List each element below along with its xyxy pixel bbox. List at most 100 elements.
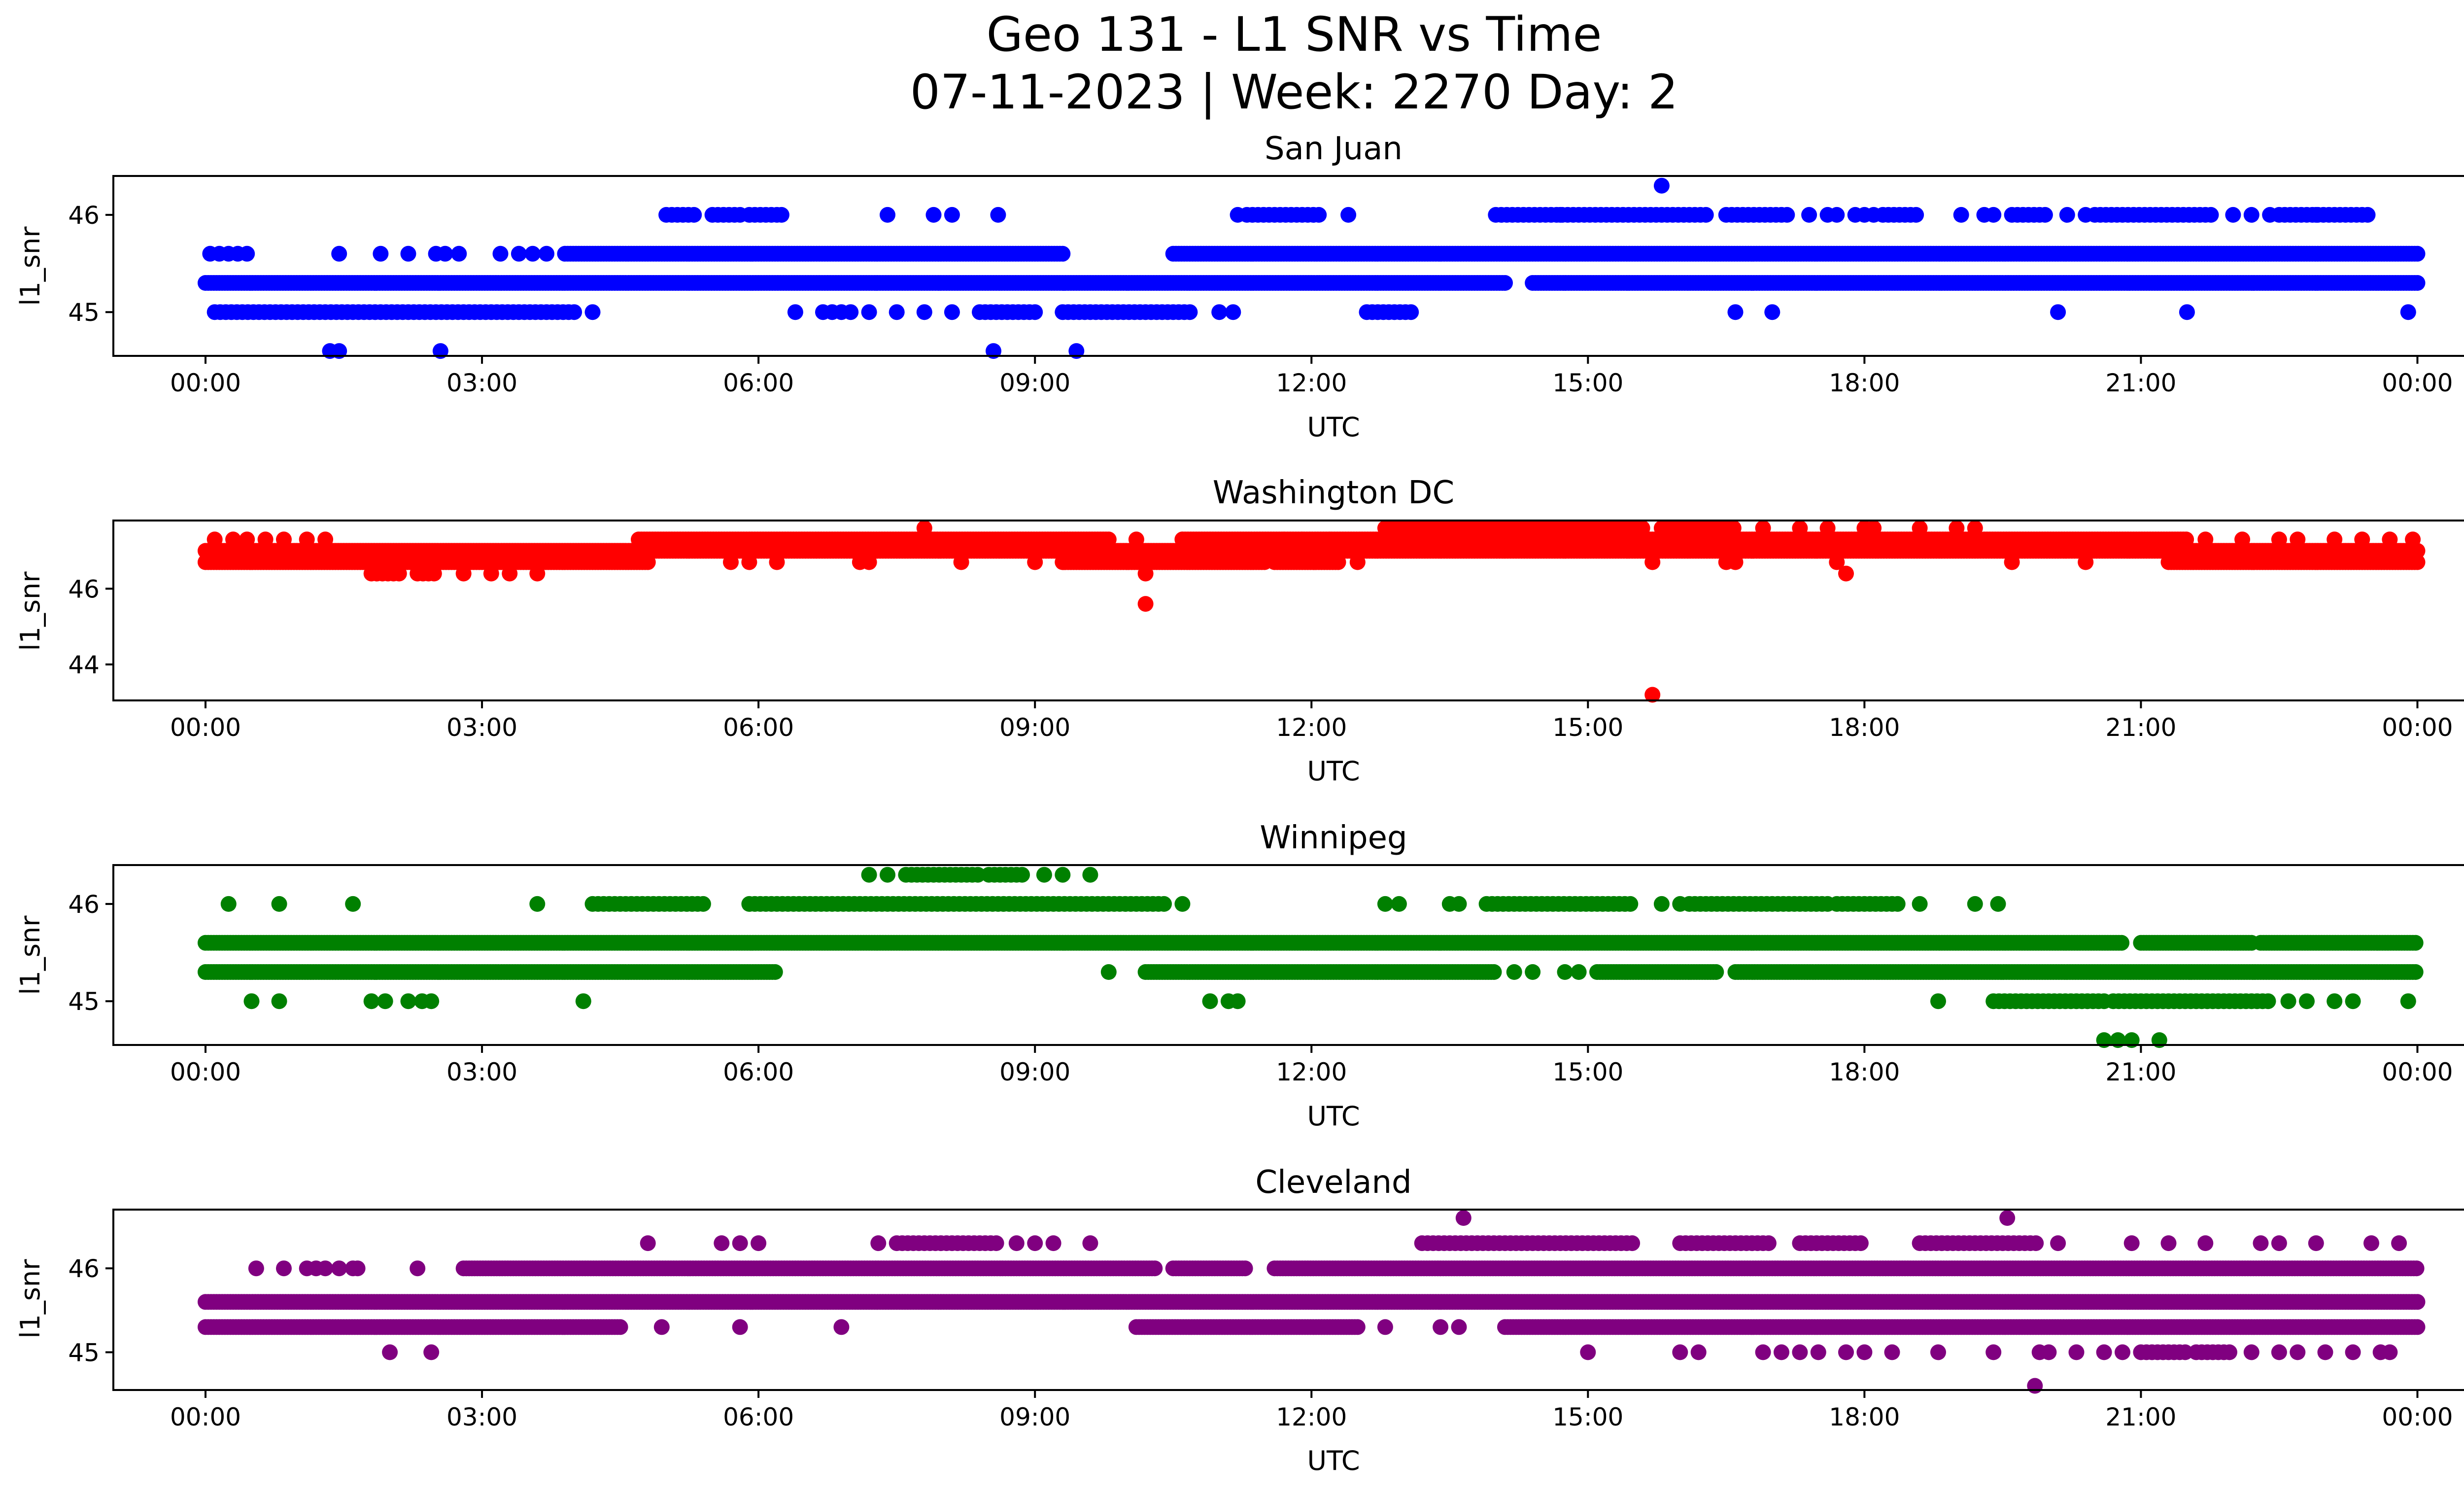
data-point <box>317 531 334 548</box>
data-point <box>1552 207 1569 223</box>
data-point <box>2004 554 2020 570</box>
data-point <box>1866 207 1882 223</box>
subplot-san-juan: San Juan 00:00 03:00 06:00 09:00 12:00 15:00 1… <box>15 131 2464 443</box>
data-point <box>1908 207 1924 223</box>
data-point <box>1027 304 1043 320</box>
data-point <box>2243 207 2259 223</box>
data-point <box>773 207 789 223</box>
data-point <box>1725 520 1742 536</box>
y-axis-label: l1_snr <box>15 226 46 306</box>
data-point <box>2290 531 2306 548</box>
data-point <box>437 245 453 262</box>
data-point <box>492 245 509 262</box>
data-point <box>1829 554 1845 570</box>
data-point <box>2271 531 2287 548</box>
data-point <box>206 531 223 548</box>
data-point <box>2114 935 2130 951</box>
data-point <box>455 565 472 582</box>
scatter-points <box>198 177 2426 359</box>
data-point <box>2409 245 2426 262</box>
data-point <box>889 304 905 320</box>
plot-area: 00:00 03:00 06:00 09:00 12:00 15:00 18:00 21:00… <box>68 520 2464 742</box>
data-point <box>1819 520 1836 536</box>
data-point <box>1128 531 1144 548</box>
data-point <box>1985 207 2002 223</box>
subplot-title: San Juan <box>1265 131 1403 167</box>
data-point <box>373 245 389 262</box>
x-tick-label: 06:00 <box>723 713 794 742</box>
data-point <box>880 207 895 223</box>
data-point <box>1294 531 1310 548</box>
data-point <box>1403 304 1419 320</box>
plot-area: 00:00 03:00 06:00 09:00 12:00 15:00 18:00 21:00… <box>68 175 2464 397</box>
data-point <box>1644 554 1661 570</box>
data-point <box>916 520 932 536</box>
x-tick-label: 12:00 <box>1276 713 1347 742</box>
data-point <box>1764 304 1780 320</box>
data-point <box>1174 531 1191 548</box>
data-point <box>331 245 347 262</box>
x-tick-label: 03:00 <box>446 713 517 742</box>
y-axis-label: l1_snr <box>15 571 46 651</box>
x-tick-label: 00:00 <box>2382 369 2453 397</box>
figure-title-line2: 07-11-2023 | Week: 2270 Day: 2 <box>910 65 1678 120</box>
x-tick-label: 06:00 <box>723 369 794 397</box>
data-point <box>1486 964 1502 980</box>
data-point <box>1311 207 1327 223</box>
data-point <box>1779 207 1795 223</box>
data-point <box>767 964 783 980</box>
data-point <box>1708 964 1724 980</box>
data-point <box>1866 520 1882 536</box>
y-tick-label: 46 <box>68 201 100 230</box>
x-tick-label: 00:00 <box>2382 713 2453 742</box>
data-point <box>2400 304 2416 320</box>
data-point <box>276 531 292 548</box>
data-point <box>400 245 416 262</box>
data-point <box>239 531 255 548</box>
data-point <box>1801 207 1817 223</box>
data-point <box>843 304 859 320</box>
data-point <box>916 304 932 320</box>
data-point <box>2405 531 2421 548</box>
data-point <box>2262 207 2278 223</box>
data-point <box>1698 207 1714 223</box>
x-tick-label: 12:00 <box>1276 369 1347 397</box>
x-tick-label: 21:00 <box>2105 369 2176 397</box>
data-point <box>1967 520 1983 536</box>
data-point <box>584 304 601 320</box>
data-point <box>1137 596 1154 612</box>
y-tick-label: 46 <box>68 575 100 603</box>
data-point <box>1055 245 1071 262</box>
data-point <box>511 245 527 262</box>
data-point <box>2308 207 2324 223</box>
data-point <box>2407 935 2424 951</box>
data-point <box>1634 520 1650 536</box>
data-point <box>2409 275 2426 291</box>
data-point <box>990 207 1006 223</box>
data-point <box>524 245 541 262</box>
data-point <box>1100 531 1117 548</box>
x-axis-label: UTC <box>1307 756 1360 787</box>
data-point <box>566 304 582 320</box>
x-tick-label: 18:00 <box>1829 713 1900 742</box>
x-tick-label: 03:00 <box>446 369 517 397</box>
data-point <box>1340 207 1357 223</box>
data-point <box>1912 520 1928 536</box>
data-point <box>2225 207 2241 223</box>
subplot-title: Washington DC <box>1213 475 1454 511</box>
scatter-points <box>198 520 2426 703</box>
y-tick-label: 44 <box>68 651 100 679</box>
data-point <box>723 554 739 570</box>
data-point <box>1755 520 1771 536</box>
data-point <box>539 245 554 262</box>
data-point <box>2179 304 2195 320</box>
data-point <box>787 304 803 320</box>
data-point <box>451 245 467 262</box>
data-point <box>1330 554 1346 570</box>
data-point <box>1225 304 1241 320</box>
data-point <box>2382 531 2398 548</box>
data-point <box>257 531 274 548</box>
data-point <box>1949 520 1965 536</box>
data-point <box>1953 207 1969 223</box>
data-point <box>391 565 407 582</box>
